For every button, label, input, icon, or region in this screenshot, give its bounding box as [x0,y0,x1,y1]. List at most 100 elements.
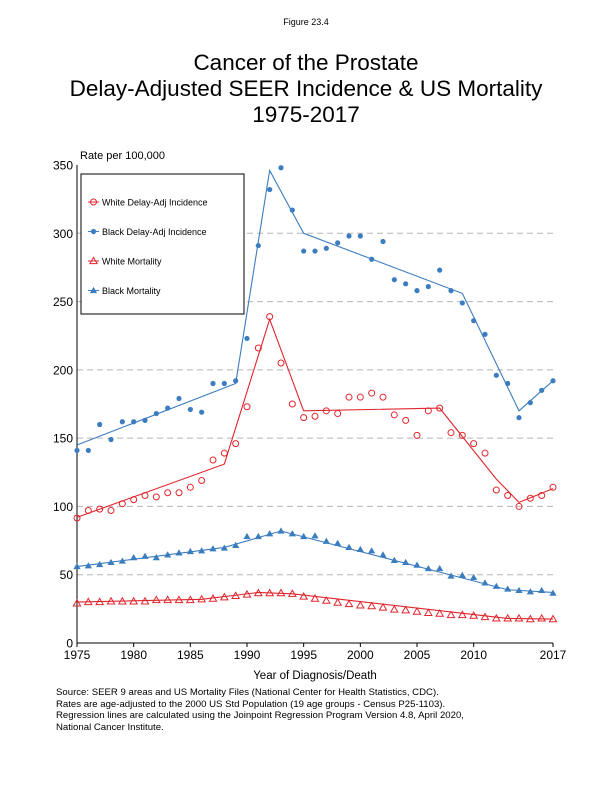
data-point [185,595,195,604]
data-point [255,242,261,249]
data-point [367,601,377,610]
data-point [129,596,139,605]
data-point [322,407,330,415]
data-point [335,240,341,246]
figure-label: Figure 23.4 [283,17,329,27]
data-point [232,440,240,448]
y-tick-label: 50 [60,568,74,582]
data-point [254,344,262,352]
data-point [265,588,275,597]
y-tick-label: 0 [66,637,73,651]
data-point [277,359,285,367]
x-tick-label: 2010 [460,648,487,662]
data-point [425,283,431,290]
data-point [504,492,512,500]
data-point [356,545,364,553]
data-point [470,573,478,581]
data-point [266,530,274,537]
data-point [539,387,545,393]
data-point [232,541,240,548]
data-point [186,483,194,491]
data-point [537,613,547,622]
data-point [503,613,513,622]
data-point [482,331,488,337]
data-point [368,389,376,397]
data-point [220,449,228,457]
data-point [174,595,184,604]
data-point [95,597,105,606]
data-point [436,404,444,412]
data-point [516,415,522,421]
data-point [515,502,523,510]
data-point [403,281,409,287]
data-point [219,592,229,601]
data-point [526,588,534,595]
data-point [85,447,91,454]
data-point [424,407,432,415]
x-tick-label: 2000 [347,648,374,662]
data-point [550,378,556,384]
data-point [186,547,194,555]
series-white-mortality [72,588,558,623]
data-point [379,551,387,558]
data-point [458,571,466,578]
data-point [108,436,114,443]
data-point [175,549,183,556]
data-point [84,562,92,569]
data-point [198,476,206,484]
x-tick-label: 2005 [404,648,431,662]
data-point [345,393,353,401]
data-point [130,554,138,561]
data-point [492,486,500,494]
data-point [471,318,477,324]
data-point [549,589,557,596]
data-point [96,560,104,568]
data-point [481,579,489,586]
legend-label: Black Mortality [102,286,161,296]
data-point [142,417,148,423]
y-tick-label: 100 [53,500,73,514]
series-black-delay-adj-incidence [74,165,556,454]
data-point [437,267,443,273]
data-point [538,492,546,500]
data-point [505,380,511,387]
data-point [140,596,150,605]
data-point [469,611,479,619]
data-point [266,313,274,321]
data-point [96,505,104,513]
data-point [402,558,410,566]
source-line: National Cancer Institute. [56,721,164,733]
title-line-2: Delay-Adjusted SEER Incidence & US Morta… [69,76,543,101]
data-point [333,598,343,606]
data-point [458,431,466,439]
series-white-delay-adj-incidence [73,313,557,522]
data-point [504,585,512,592]
legend-marker [89,286,98,294]
x-tick-label: 1985 [177,648,204,662]
x-tick-label: 2017 [540,648,567,662]
data-point [526,494,534,502]
data-point [209,545,217,552]
data-point [141,552,149,559]
data-point [345,543,353,550]
y-axis-label: Rate per 100,000 [80,150,165,162]
data-point [73,514,81,522]
data-point [334,410,342,418]
data-point [197,594,207,603]
data-point [130,496,138,504]
x-tick-label: 1990 [234,648,261,662]
data-point [390,556,398,563]
data-point [72,598,82,607]
legend-marker [90,228,97,235]
data-point [323,245,329,251]
series-black-mortality [73,527,557,596]
data-point [152,493,160,501]
data-point [163,595,173,604]
data-point [412,606,422,615]
data-point [277,527,285,534]
data-point [310,594,320,602]
data-point [436,564,444,572]
data-point [233,378,239,384]
data-point [548,614,558,623]
data-point [198,547,206,554]
